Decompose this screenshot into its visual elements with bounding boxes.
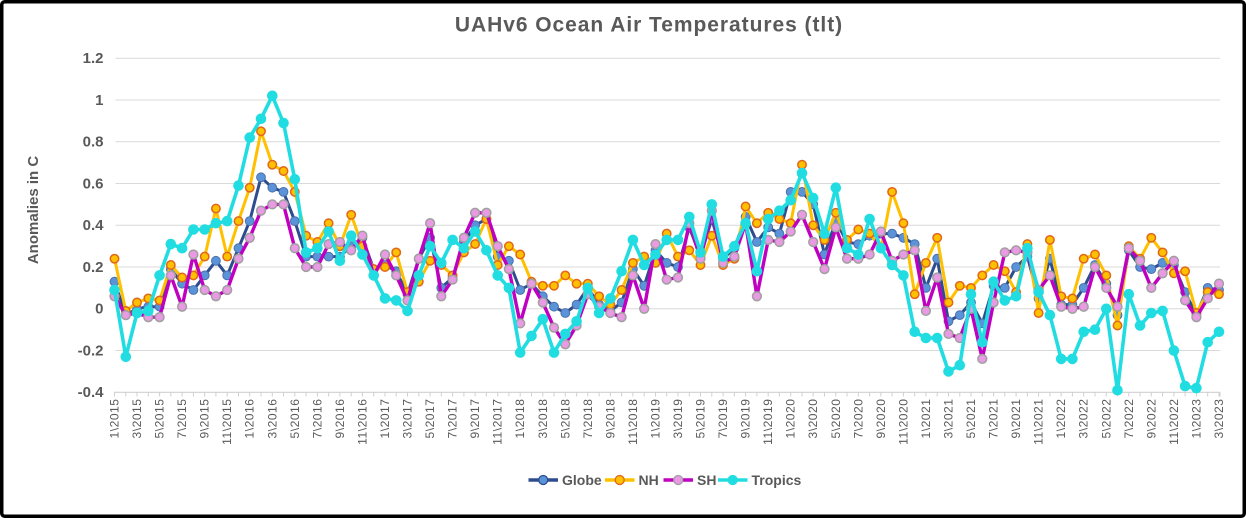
svg-text:3\2023: 3\2023 <box>1212 399 1226 439</box>
svg-text:9\2020: 9\2020 <box>874 399 888 439</box>
svg-text:9\2019: 9\2019 <box>739 399 753 439</box>
svg-text:5\2019: 5\2019 <box>694 399 708 439</box>
svg-text:3\2019: 3\2019 <box>671 399 685 439</box>
svg-text:-0.2: -0.2 <box>78 342 104 359</box>
svg-text:3\2021: 3\2021 <box>942 399 956 439</box>
svg-text:5\2017: 5\2017 <box>423 399 437 439</box>
svg-text:3\2017: 3\2017 <box>401 399 415 439</box>
svg-text:9\2018: 9\2018 <box>603 399 617 439</box>
svg-text:0: 0 <box>95 301 103 318</box>
svg-text:3\2016: 3\2016 <box>265 399 279 439</box>
svg-text:NH: NH <box>639 472 659 488</box>
svg-text:Anomalies in C: Anomalies in C <box>25 156 42 265</box>
svg-text:11\2018: 11\2018 <box>626 399 640 445</box>
svg-text:11\2016: 11\2016 <box>355 399 369 445</box>
svg-text:7\2020: 7\2020 <box>851 399 865 439</box>
svg-text:5\2015: 5\2015 <box>153 399 167 439</box>
svg-text:7\2019: 7\2019 <box>716 399 730 439</box>
svg-text:7\2018: 7\2018 <box>581 399 595 439</box>
svg-text:9\2021: 9\2021 <box>1009 399 1023 439</box>
svg-text:1\2016: 1\2016 <box>243 399 257 439</box>
svg-text:1.2: 1.2 <box>83 50 104 67</box>
svg-text:SH: SH <box>697 472 716 488</box>
svg-text:1\2017: 1\2017 <box>378 399 392 439</box>
svg-text:0.4: 0.4 <box>83 217 105 234</box>
svg-text:9\2017: 9\2017 <box>468 398 482 438</box>
svg-text:7\2022: 7\2022 <box>1122 399 1136 439</box>
svg-text:11\2019: 11\2019 <box>761 399 775 445</box>
svg-text:5\2021: 5\2021 <box>964 399 978 439</box>
svg-text:3\2022: 3\2022 <box>1077 399 1091 439</box>
svg-text:7\2015: 7\2015 <box>175 399 189 439</box>
svg-text:11\2017: 11\2017 <box>491 399 505 445</box>
svg-text:9\2015: 9\2015 <box>198 399 212 439</box>
svg-text:9\2022: 9\2022 <box>1144 399 1158 439</box>
svg-text:1\2019: 1\2019 <box>649 399 663 439</box>
svg-text:1\2018: 1\2018 <box>513 399 527 439</box>
svg-text:-0.4: -0.4 <box>78 384 105 401</box>
svg-text:UAHv6 Ocean Air Temperatures (: UAHv6 Ocean Air Temperatures (tlt) <box>455 14 843 37</box>
svg-text:11\2021: 11\2021 <box>1032 399 1046 445</box>
svg-text:1\2021: 1\2021 <box>919 399 933 439</box>
svg-text:1\2022: 1\2022 <box>1054 399 1068 439</box>
svg-text:7\2021: 7\2021 <box>987 399 1001 439</box>
svg-text:7\2017: 7\2017 <box>446 399 460 439</box>
svg-text:7\2016: 7\2016 <box>310 399 324 439</box>
svg-text:1\2020: 1\2020 <box>784 399 798 439</box>
svg-text:5\2016: 5\2016 <box>288 399 302 439</box>
svg-text:1\2015: 1\2015 <box>108 399 122 439</box>
svg-text:9\2016: 9\2016 <box>333 399 347 439</box>
svg-text:Globe: Globe <box>562 472 602 488</box>
svg-text:3\2020: 3\2020 <box>806 399 820 439</box>
svg-text:0.8: 0.8 <box>83 134 104 151</box>
svg-text:0.2: 0.2 <box>83 259 104 276</box>
svg-text:0.6: 0.6 <box>83 175 104 192</box>
svg-text:3\2018: 3\2018 <box>536 399 550 439</box>
svg-text:1\2023: 1\2023 <box>1189 399 1203 439</box>
svg-text:11\2015: 11\2015 <box>220 399 234 445</box>
svg-text:3\2015: 3\2015 <box>130 399 144 439</box>
svg-text:1: 1 <box>95 92 103 109</box>
svg-text:5\2018: 5\2018 <box>558 399 572 439</box>
svg-text:Tropics: Tropics <box>752 472 802 488</box>
svg-text:11\2022: 11\2022 <box>1167 399 1181 445</box>
svg-text:5\2020: 5\2020 <box>829 399 843 439</box>
svg-text:5\2022: 5\2022 <box>1099 399 1113 439</box>
svg-text:11\2020: 11\2020 <box>896 399 910 445</box>
